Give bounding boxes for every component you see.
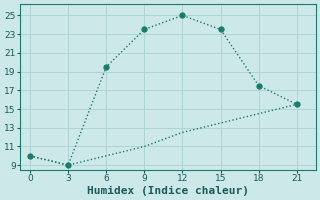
X-axis label: Humidex (Indice chaleur): Humidex (Indice chaleur) xyxy=(87,186,249,196)
